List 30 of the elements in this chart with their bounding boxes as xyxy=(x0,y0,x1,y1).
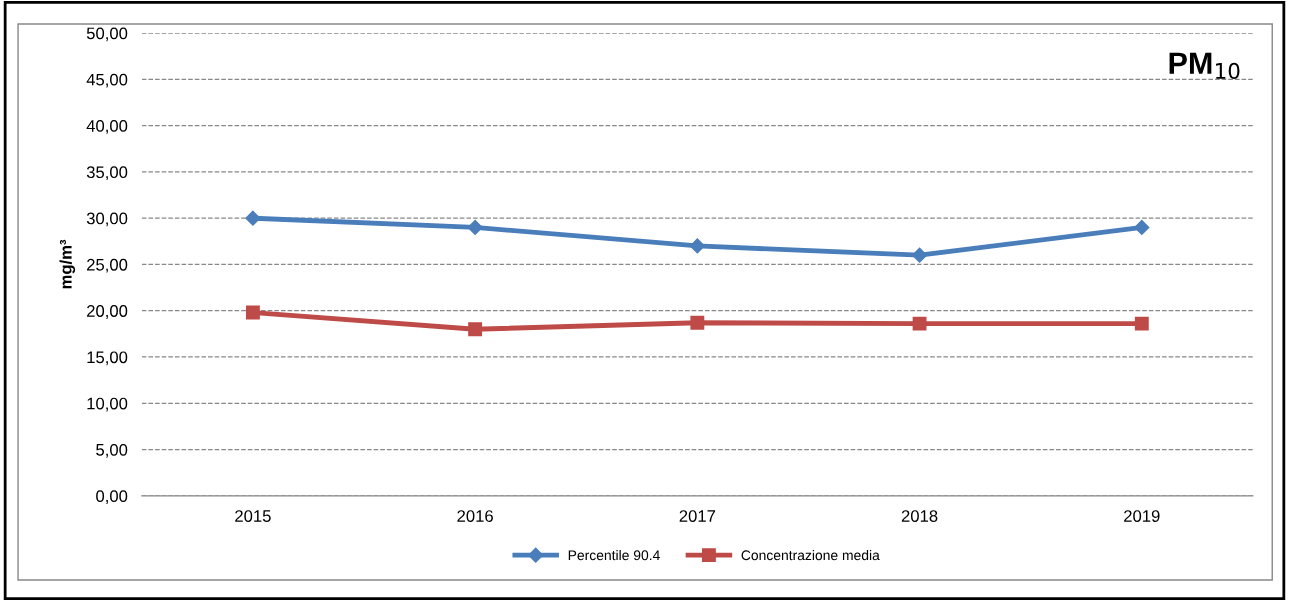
x-tick-label: 2015 xyxy=(235,510,271,522)
y-tick-label: 50,00 xyxy=(86,27,128,42)
point xyxy=(245,210,261,226)
point xyxy=(467,219,483,235)
annotation: PM$_{10}$ xyxy=(1169,52,1240,79)
y-tick-label: 30,00 xyxy=(86,212,128,227)
point xyxy=(690,315,705,330)
y-tick-label: 0,00 xyxy=(96,490,128,504)
y-tick-label: 45,00 xyxy=(86,73,128,88)
y-tick-label: 25,00 xyxy=(87,258,128,273)
point xyxy=(912,247,928,263)
y-tick-label: 10,00 xyxy=(87,397,128,412)
x-tick-label: 2018 xyxy=(901,510,938,522)
y-tick-label: 40,00 xyxy=(86,120,128,134)
point xyxy=(245,305,260,320)
x-tick-label: 2016 xyxy=(457,510,493,522)
point xyxy=(1134,219,1150,235)
point xyxy=(912,316,927,331)
x-tick-label: 2019 xyxy=(1124,510,1160,522)
y-tick-label: 35,00 xyxy=(86,166,128,181)
point xyxy=(1134,316,1149,331)
x-tick-label: 2017 xyxy=(679,510,716,522)
y-axis-title: mg/m³ xyxy=(59,239,76,289)
y-tick-label: 5,00 xyxy=(96,443,128,458)
y-tick-label: 20,00 xyxy=(87,305,128,319)
point xyxy=(689,238,705,254)
point xyxy=(468,322,483,337)
y-tick-label: 15,00 xyxy=(87,351,128,366)
legend-label: Concentrazione media xyxy=(741,549,880,561)
legend-label: Percentile 90.4 xyxy=(568,549,660,561)
